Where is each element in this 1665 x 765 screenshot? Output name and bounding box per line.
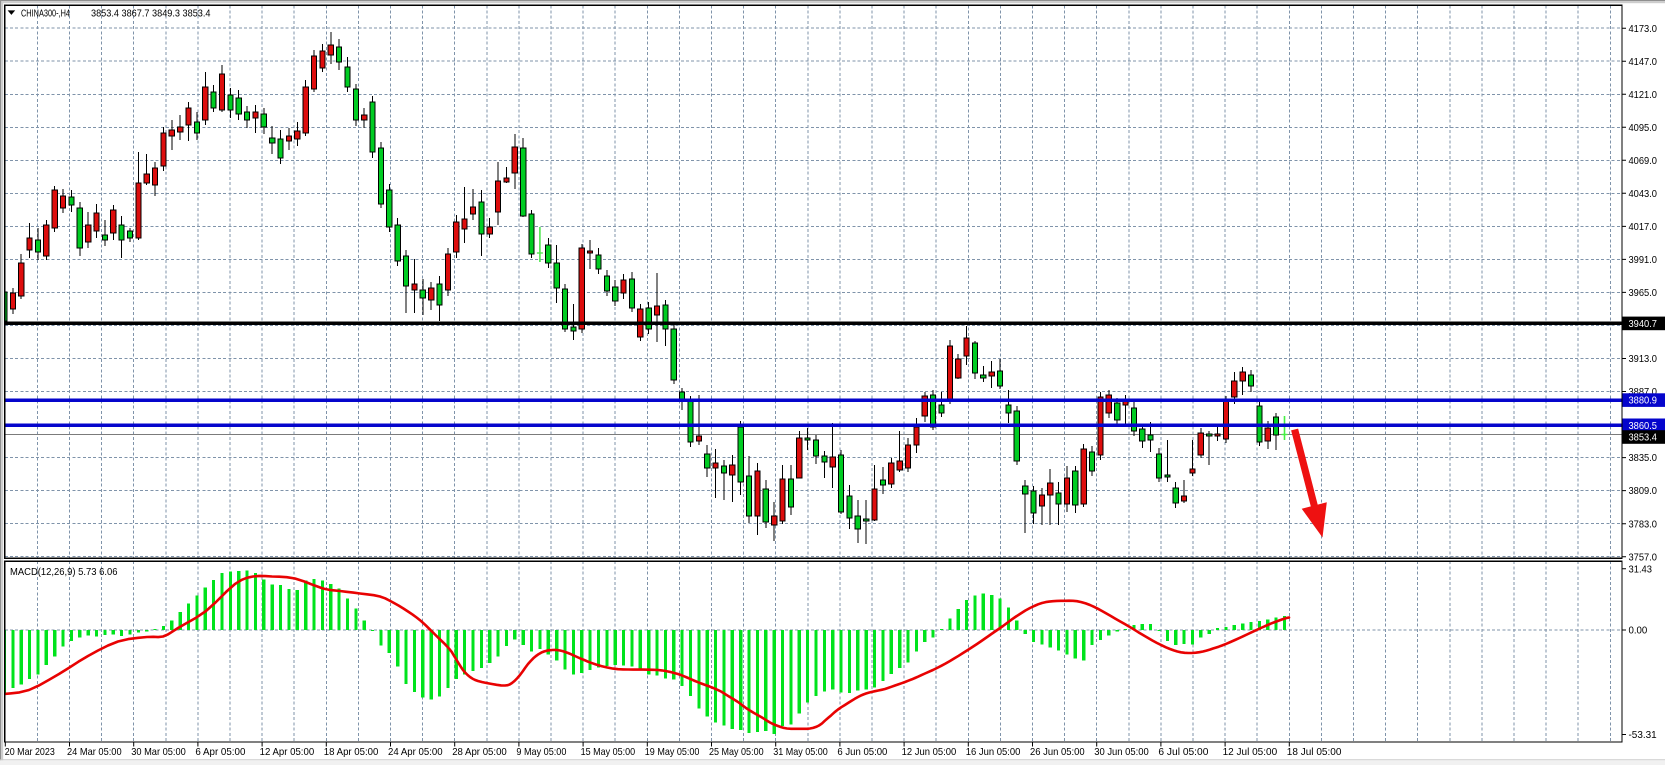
svg-text:18 Apr 05:00: 18 Apr 05:00 xyxy=(324,746,379,758)
svg-text:4017.0: 4017.0 xyxy=(1629,221,1658,233)
svg-text:3940.7: 3940.7 xyxy=(1629,318,1658,330)
svg-text:3853.4 3867.7 3849.3 3853.4: 3853.4 3867.7 3849.3 3853.4 xyxy=(91,8,211,20)
svg-text:4069.0: 4069.0 xyxy=(1629,155,1658,167)
svg-text:3809.0: 3809.0 xyxy=(1629,485,1658,497)
svg-text:3860.5: 3860.5 xyxy=(1629,420,1658,432)
svg-text:9 May 05:00: 9 May 05:00 xyxy=(516,746,566,758)
svg-text:30 Mar 05:00: 30 Mar 05:00 xyxy=(131,746,186,758)
svg-text:4147.0: 4147.0 xyxy=(1629,56,1658,68)
svg-text:6 Apr 05:00: 6 Apr 05:00 xyxy=(195,746,245,758)
svg-text:0.00: 0.00 xyxy=(1629,625,1648,637)
svg-text:6 Jul 05:00: 6 Jul 05:00 xyxy=(1158,746,1208,758)
svg-text:15 May 05:00: 15 May 05:00 xyxy=(581,746,636,758)
svg-text:3853.4: 3853.4 xyxy=(1629,432,1658,444)
svg-text:3913.0: 3913.0 xyxy=(1629,353,1658,365)
svg-text:3835.0: 3835.0 xyxy=(1629,452,1658,464)
svg-text:30 Jun 05:00: 30 Jun 05:00 xyxy=(1094,746,1149,758)
svg-text:12 Apr 05:00: 12 Apr 05:00 xyxy=(260,746,315,758)
svg-text:4121.0: 4121.0 xyxy=(1629,89,1658,101)
svg-text:12 Jun 05:00: 12 Jun 05:00 xyxy=(902,746,957,758)
svg-text:3965.0: 3965.0 xyxy=(1629,287,1658,299)
svg-text:MACD(12,26,9) 5.73 6.06: MACD(12,26,9) 5.73 6.06 xyxy=(10,566,118,578)
svg-text:12 Jul 05:00: 12 Jul 05:00 xyxy=(1223,746,1278,758)
svg-text:19 May 05:00: 19 May 05:00 xyxy=(645,746,700,758)
svg-text:3757.0: 3757.0 xyxy=(1629,551,1658,563)
svg-text:CHINA300-,H4: CHINA300-,H4 xyxy=(21,8,70,20)
svg-text:3880.9: 3880.9 xyxy=(1629,395,1658,407)
svg-text:24 Apr 05:00: 24 Apr 05:00 xyxy=(388,746,443,758)
svg-text:4173.0: 4173.0 xyxy=(1629,23,1658,35)
svg-text:18 Jul 05:00: 18 Jul 05:00 xyxy=(1287,746,1342,758)
svg-text:25 May 05:00: 25 May 05:00 xyxy=(709,746,764,758)
svg-text:4095.0: 4095.0 xyxy=(1629,122,1658,134)
svg-text:28 Apr 05:00: 28 Apr 05:00 xyxy=(452,746,507,758)
svg-text:3991.0: 3991.0 xyxy=(1629,254,1658,266)
svg-text:-53.31: -53.31 xyxy=(1629,729,1657,741)
svg-text:4043.0: 4043.0 xyxy=(1629,188,1658,200)
svg-text:20 Mar 2023: 20 Mar 2023 xyxy=(5,746,55,758)
svg-text:24 Mar 05:00: 24 Mar 05:00 xyxy=(67,746,122,758)
svg-text:31 May 05:00: 31 May 05:00 xyxy=(773,746,828,758)
svg-text:26 Jun 05:00: 26 Jun 05:00 xyxy=(1030,746,1085,758)
svg-text:6 Jun 05:00: 6 Jun 05:00 xyxy=(837,746,887,758)
svg-text:31.43: 31.43 xyxy=(1629,563,1653,575)
svg-text:3783.0: 3783.0 xyxy=(1629,518,1658,530)
svg-text:16 Jun 05:00: 16 Jun 05:00 xyxy=(966,746,1021,758)
